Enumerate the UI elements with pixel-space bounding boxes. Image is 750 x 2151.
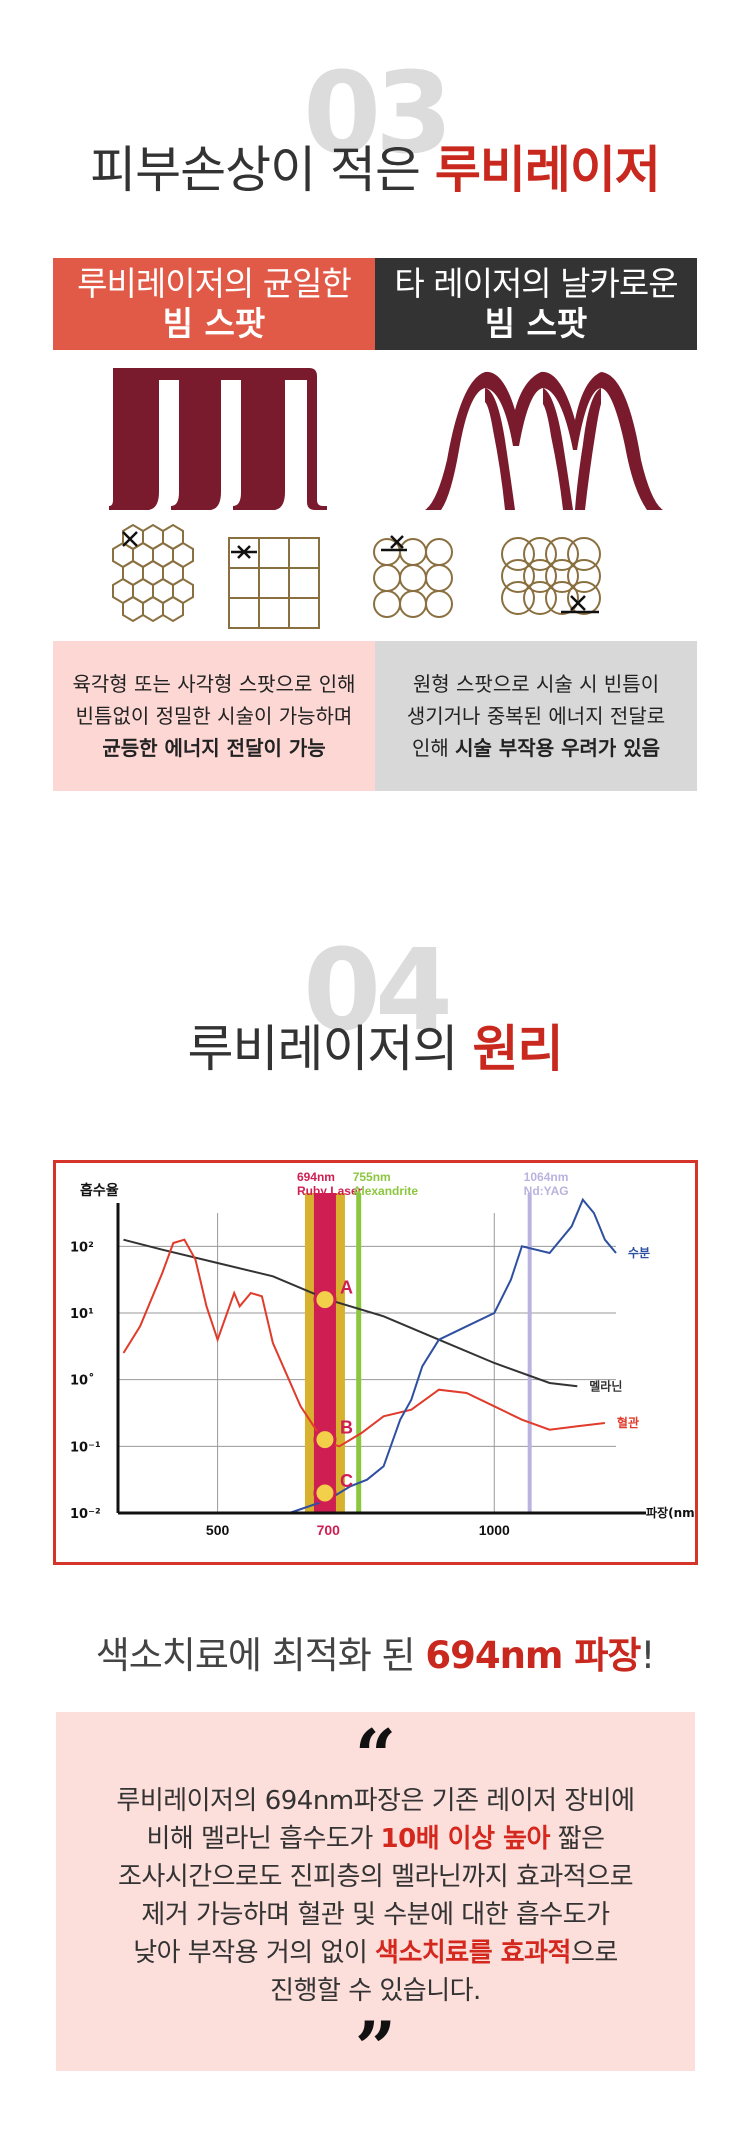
desc-line: 원형 스팟으로 시술 시 빈틈이 [412,672,660,696]
laser-band [527,1193,532,1513]
ruby-beam-description: 육각형 또는 사각형 스팟으로 인해 빈틈없이 정밀한 시술이 가능하며 균등한… [53,641,375,791]
cross-mark-icon [561,595,599,614]
section-number: 03 [303,49,453,179]
cross-mark-icon [381,535,407,552]
overlapping-circle-grid-icon [501,537,601,615]
point-label: B [340,1418,353,1438]
quote-text: 루비레이저의 694nm파장은 기존 레이저 장비에 비해 멜라닌 흡수도가 1… [56,1782,695,2010]
desc-line: 육각형 또는 사각형 스팟으로 인해 [72,672,356,696]
quote-close-icon: ” [354,2005,397,2090]
ruby-beam-header-line1: 루비레이저의 균일한 [77,264,352,303]
quote-accent: 색소치료를 효과적 [375,1938,571,1968]
wavelength-caption: 색소치료에 최적화 된 694nm 파장! [0,1625,750,1679]
desc-strong: 시술 부작용 우려가 있음 [455,736,661,760]
band-label-wavelength: 694nm [297,1170,335,1184]
x-axis-label: 파장(nm) [646,1505,695,1520]
beam-spot-illustration [109,368,663,629]
y-tick-label: 10¹ [70,1307,94,1322]
y-tick-label: 10² [70,1240,94,1255]
heading-plain: 루비레이저의 [187,1020,473,1078]
quote-plain: 낮아 부작용 거의 없이 [133,1938,376,1968]
heading-plain: 피부손상이 적은 [90,141,435,199]
quote-line: 제거 가능하며 혈관 및 수분에 대한 흡수도가 [141,1900,610,1930]
heading-accent: 루비레이저 [434,141,661,199]
x-tick-label: 700 [317,1522,341,1538]
point-label: C [340,1471,353,1491]
x-tick-label: 500 [206,1522,230,1538]
series-line [289,1197,617,1514]
series-label: 혈관 [617,1415,639,1430]
series-line [123,1238,578,1388]
quote-plain: 비해 멜라닌 흡수도가 [146,1824,381,1854]
quote-plain: 짧은 [549,1824,605,1854]
quote-line: 낮아 부작용 거의 없이 색소치료를 효과적으로 [56,1934,695,1972]
section-heading: 피부손상이 적은 루비레이저 [0,145,750,195]
square-grid-icon [228,537,320,629]
caption-plain: 색소치료에 최적화 된 [95,1634,426,1677]
other-beam-header-line1: 타 레이저의 날카로운 [394,264,678,303]
flat-top-beam-profile-icon [109,368,327,510]
other-beam-header: 타 레이저의 날카로운 빔 스팟 [375,258,697,350]
series-label: 멜라닌 [589,1378,622,1393]
other-beam-description: 원형 스팟으로 시술 시 빈틈이 생기거나 중복된 에너지 전달로 인해 시술 … [375,641,697,791]
gaussian-beam-profile-icon [425,371,663,510]
caption-accent: 694nm 파장 [425,1634,641,1677]
series-line [122,1238,606,1448]
band-label-name: Nd:YAG [524,1184,569,1198]
point-label: A [340,1278,353,1298]
quote-open-icon: “ [354,1713,397,1798]
section-heading: 루비레이저의 원리 [0,1024,750,1074]
y-tick-label: 10˚ [70,1373,95,1389]
band-label-name: Ruby Laser [297,1184,363,1198]
cross-mark-icon [122,531,138,547]
quote-plain: 으로 [570,1938,618,1968]
quote-line: 비해 멜라닌 흡수도가 10배 이상 높아 짧은 [56,1820,695,1858]
band-label-wavelength: 755nm [353,1170,391,1184]
section-number: 04 [303,926,453,1056]
hexagon-grid-icon [112,523,194,623]
circle-grid-icon [373,538,453,618]
quote-line: 루비레이저의 694nm파장은 기존 레이저 장비에 [116,1786,635,1816]
y-axis-label: 흡수율 [80,1182,119,1199]
desc-line: 생기거나 중복된 에너지 전달로 [406,704,666,728]
absorption-chart: 694nm Ruby Laser 755nm Alexandrite 1064nm Nd:… [53,1160,700,1565]
heading-accent: 원리 [472,1020,563,1078]
desc-line-strong: 균등한 에너지 전달이 가능 [102,736,326,760]
desc-line: 인해 시술 부작용 우려가 있음 [375,732,697,764]
laser-band [356,1193,362,1513]
band-label-name: Alexandrite [353,1184,419,1198]
ruby-beam-header: 루비레이저의 균일한 빔 스팟 [53,258,375,350]
quote-accent: 10배 이상 높아 [380,1824,551,1854]
caption-end: ! [640,1634,655,1677]
quote-line: 진행할 수 있습니다. [270,1976,481,2006]
intersection-point [313,1288,337,1312]
desc-line: 빈틈없이 정밀한 시술이 가능하며 [75,704,353,728]
band-label-wavelength: 1064nm [524,1170,569,1184]
intersection-point [313,1428,337,1452]
quote-box: “ 루비레이저의 694nm파장은 기존 레이저 장비에 비해 멜라닌 흡수도가… [56,1712,695,2084]
y-tick-label: 10⁻¹ [70,1440,101,1455]
other-beam-header-line2: 빔 스팟 [484,304,588,343]
intersection-point [313,1481,337,1505]
ruby-beam-header-line2: 빔 스팟 [162,304,266,343]
laser-band [313,1193,336,1513]
series-label: 수분 [628,1246,650,1260]
x-tick-label: 1000 [479,1522,510,1538]
quote-line: 조사시간으로도 진피층의 멜라닌까지 효과적으로 [117,1862,634,1892]
y-tick-label: 10⁻² [70,1507,101,1522]
desc-plain: 인해 [411,736,456,760]
cross-mark-icon [231,545,257,559]
